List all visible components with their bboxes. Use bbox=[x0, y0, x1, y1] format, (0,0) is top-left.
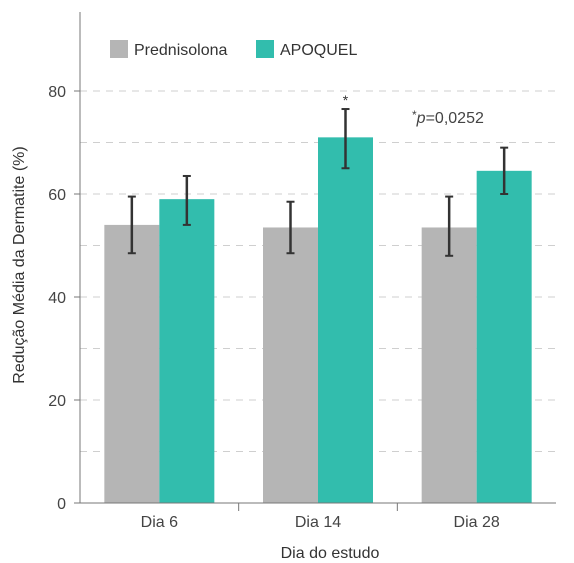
x-tick-label: Dia 28 bbox=[454, 514, 500, 531]
axes bbox=[74, 12, 556, 511]
legend: Prednisolona APOQUEL bbox=[110, 40, 357, 59]
x-tick-label: Dia 6 bbox=[141, 514, 178, 531]
y-tick-label: 40 bbox=[48, 290, 66, 307]
significance-star: * bbox=[343, 92, 349, 108]
annotation-prefix: * bbox=[412, 108, 417, 122]
y-tick-label: 20 bbox=[48, 393, 66, 410]
bars bbox=[104, 137, 532, 503]
x-axis-title: Dia do estudo bbox=[281, 545, 380, 562]
x-tick-label: Dia 14 bbox=[295, 514, 341, 531]
bar-prednisolona-1 bbox=[104, 224, 160, 503]
y-tick-label: 60 bbox=[48, 187, 66, 204]
annotation-value: =0,0252 bbox=[426, 110, 484, 127]
legend-swatch-apoquel bbox=[256, 40, 274, 58]
annotation-p: p bbox=[416, 110, 426, 127]
x-tick-labels: Dia 6 Dia 14 Dia 28 bbox=[141, 514, 500, 531]
legend-swatch-prednisolona bbox=[110, 40, 128, 58]
y-tick-label: 80 bbox=[48, 84, 66, 101]
bar-apoquel-1 bbox=[159, 199, 215, 503]
bar-apoquel-2 bbox=[318, 137, 373, 503]
significance-annotation: *p=0,0252 bbox=[412, 108, 484, 127]
bar-apoquel-3 bbox=[476, 170, 532, 503]
legend-label-prednisolona: Prednisolona bbox=[134, 42, 228, 59]
y-tick-label: 0 bbox=[57, 496, 66, 513]
y-tick-labels: 0 20 40 60 80 bbox=[48, 84, 66, 513]
error-bars: * bbox=[127, 92, 509, 257]
bar-prednisolona-3 bbox=[421, 227, 477, 503]
bar-prednisolona-2 bbox=[263, 227, 318, 503]
legend-label-apoquel: APOQUEL bbox=[280, 42, 357, 59]
y-axis-title: Redução Média da Dermatite (%) bbox=[11, 146, 28, 383]
